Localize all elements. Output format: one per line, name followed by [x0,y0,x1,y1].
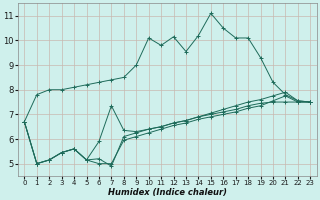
X-axis label: Humidex (Indice chaleur): Humidex (Indice chaleur) [108,188,227,197]
